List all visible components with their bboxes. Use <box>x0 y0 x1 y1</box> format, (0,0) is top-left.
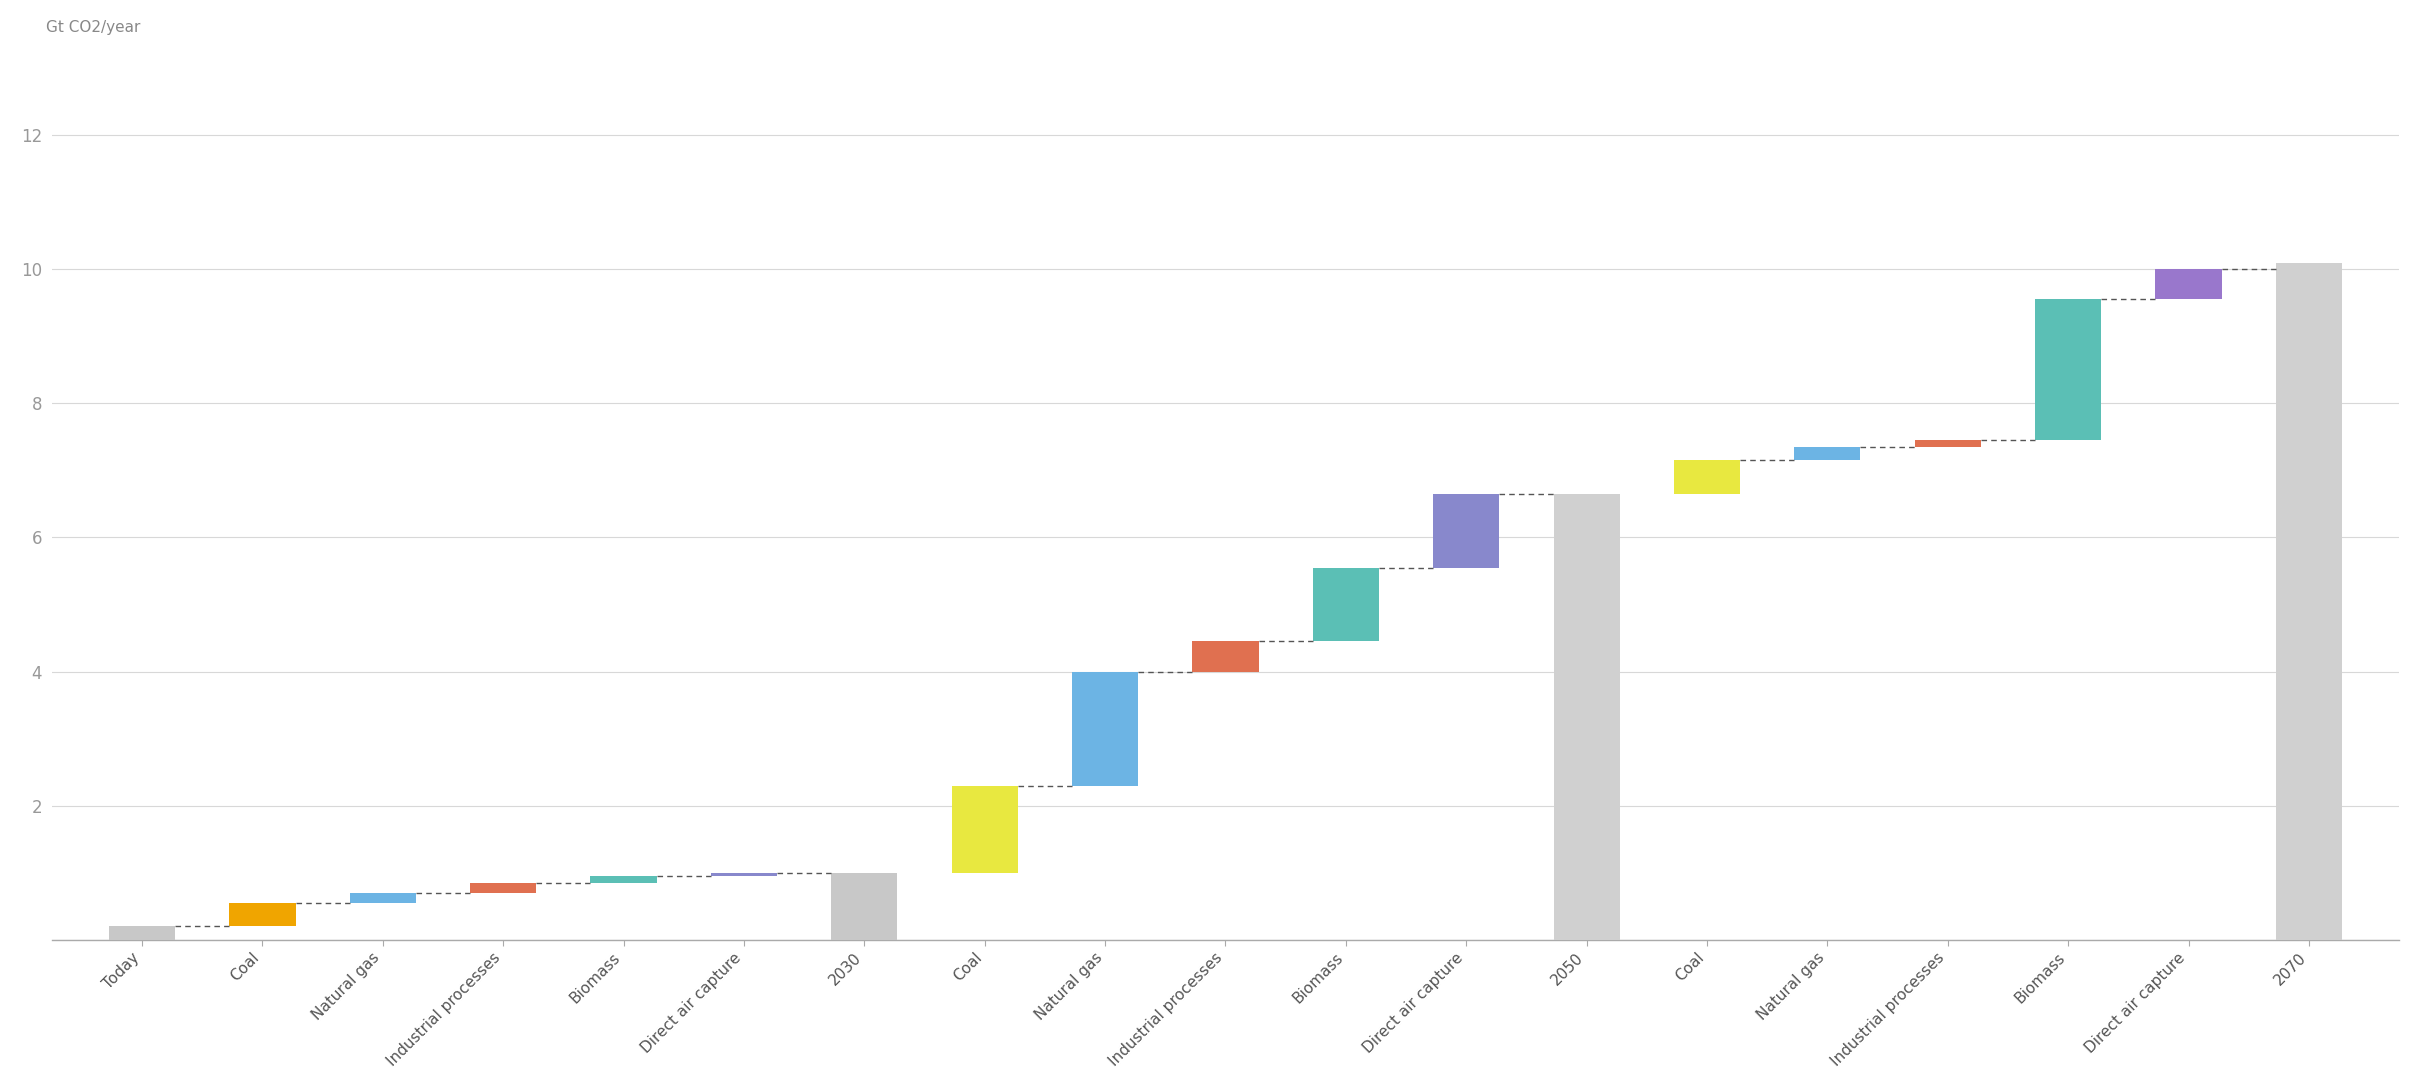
Bar <box>1914 440 1982 447</box>
Bar <box>1072 671 1137 786</box>
Bar <box>590 876 656 883</box>
Bar <box>2035 300 2101 440</box>
Bar <box>109 926 174 940</box>
Bar <box>2156 269 2222 300</box>
Bar <box>1193 641 1258 671</box>
Bar <box>1433 494 1500 568</box>
Bar <box>711 873 777 876</box>
Bar <box>1312 568 1379 641</box>
Text: Gt CO2/year: Gt CO2/year <box>46 20 140 35</box>
Bar <box>230 903 295 926</box>
Bar <box>1675 460 1740 494</box>
Bar <box>1793 447 1861 460</box>
Bar <box>469 883 537 893</box>
Bar <box>351 893 416 903</box>
Bar <box>830 873 898 940</box>
Bar <box>2275 263 2343 940</box>
Bar <box>951 786 1019 873</box>
Bar <box>1554 494 1619 940</box>
